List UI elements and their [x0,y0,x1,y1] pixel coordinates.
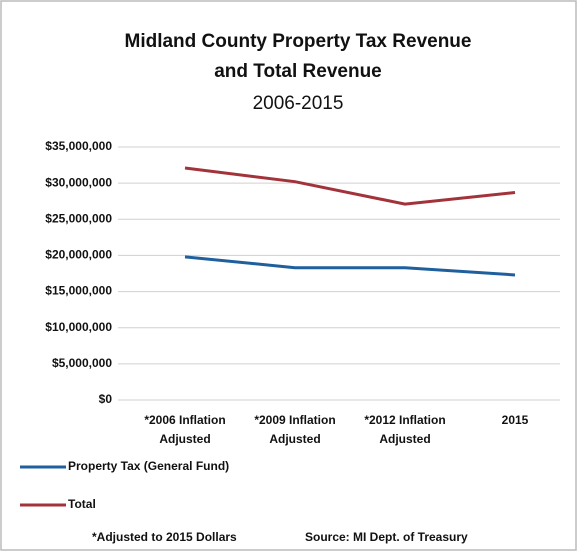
legend-label: Total [68,497,96,511]
chart-subtitle: 2006-2015 [253,93,344,114]
y-tick-label: $5,000,000 [52,356,112,370]
x-tick-label: *2012 Inflation Adjusted [364,413,445,446]
x-tick-label: *2009 Inflation Adjusted [254,413,335,446]
y-tick-label: $15,000,000 [45,284,112,298]
y-tick-label: $35,000,000 [45,139,112,153]
y-tick-label: $0 [99,392,113,406]
chart-title: Midland County Property Tax Revenue and T… [125,31,472,82]
legend-label: Property Tax (General Fund) [68,459,229,473]
y-tick-label: $20,000,000 [45,248,112,262]
y-tick-label: $30,000,000 [45,175,112,189]
line-series [184,255,516,277]
x-tick-label: 2015 [502,413,529,427]
line-series [184,166,516,206]
y-tick-label: $10,000,000 [45,320,112,334]
y-tick-label: $25,000,000 [45,211,112,225]
x-tick-label: *2006 Inflation Adjusted [144,413,225,446]
footnote: *Adjusted to 2015 Dollars [92,530,237,544]
source: Source: MI Dept. of Treasury [305,530,468,544]
